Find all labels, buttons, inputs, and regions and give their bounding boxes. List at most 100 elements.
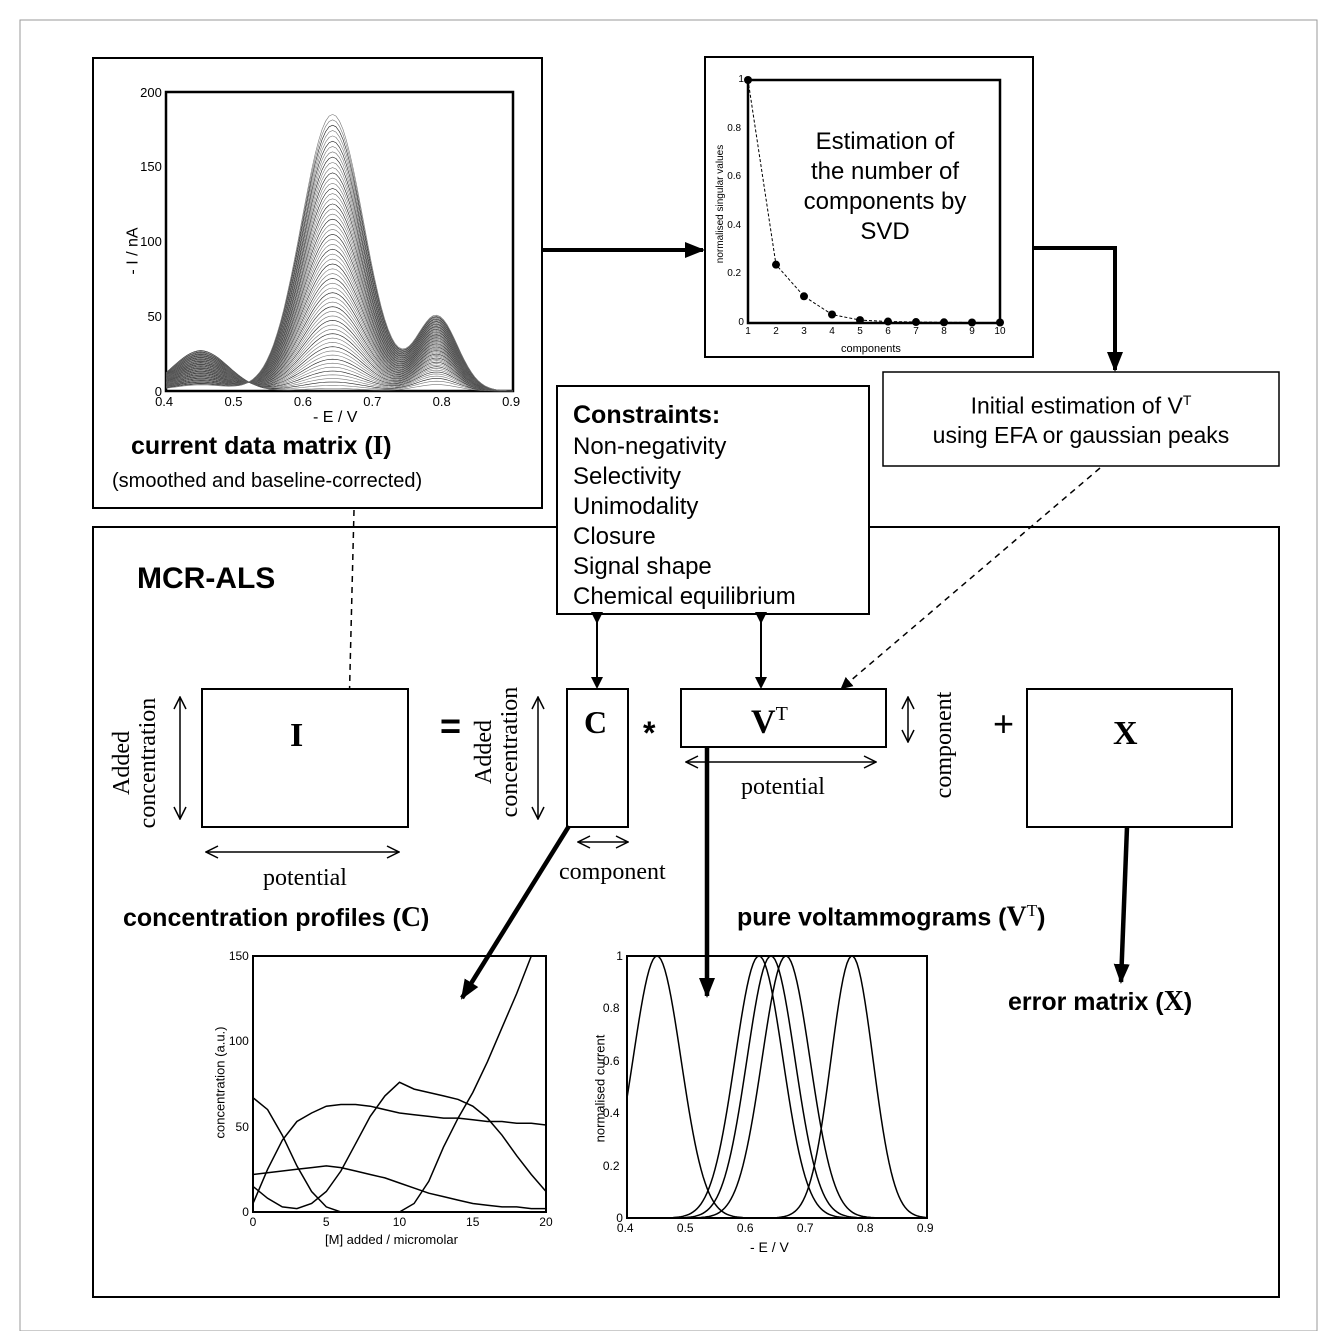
- x-tick-label: 0.4: [616, 1221, 634, 1235]
- current-data-series: [165, 350, 513, 392]
- y-tick-label: 1: [738, 74, 744, 85]
- matrix-C-box: [566, 688, 629, 828]
- y-tick-label: 0.4: [602, 1106, 620, 1121]
- initial-estimation-line2: using EFA or gaussian peaks: [932, 421, 1230, 448]
- current-data-series: [165, 354, 514, 392]
- y-tick-label: 100: [228, 1034, 249, 1049]
- matrix-X-label: X: [1113, 715, 1138, 752]
- current-data-series: [165, 114, 514, 392]
- current-data-xlabel: - E / V: [313, 409, 358, 426]
- current-data-series: [165, 350, 514, 392]
- C-row-label-line2: concentration: [497, 686, 523, 818]
- concentration-series: [252, 1165, 546, 1210]
- current-data-curves: [165, 114, 514, 392]
- initial-estimation-line1: Initial estimation of VT: [885, 386, 1277, 421]
- pure-voltammograms-title: pure voltammograms (VT): [737, 902, 1045, 931]
- constraint-item: Signal shape: [573, 553, 712, 580]
- constraint-item: Non-negativity: [573, 433, 727, 460]
- current-data-series: [165, 353, 513, 392]
- current-data-series: [165, 268, 513, 392]
- current-data-series: [165, 238, 513, 392]
- C-row-label: Added concentration: [471, 667, 523, 837]
- y-tick-label: 0: [154, 383, 162, 399]
- arrow-X-to-error: [1113, 826, 1130, 984]
- matrix-C-label: C: [584, 704, 608, 740]
- matrix-I-box: [201, 688, 409, 828]
- svd-point: [968, 318, 976, 327]
- x-tick-label: 4: [829, 326, 835, 337]
- y-tick-label: 100: [140, 234, 162, 249]
- matrix-VT-label: VT: [751, 704, 788, 739]
- concentration-title-prefix: concentration profiles (: [123, 904, 401, 932]
- current-data-series: [165, 333, 514, 392]
- y-tick-label: 0: [738, 317, 744, 328]
- current-data-panel: [92, 57, 543, 509]
- current-data-series: [165, 355, 514, 392]
- x-tick-label: 9: [969, 326, 975, 337]
- x-tick-label: 7: [913, 326, 919, 337]
- x-tick-label: 1: [745, 326, 751, 337]
- svd-point: [856, 316, 864, 325]
- mcr-als-title: MCR-ALS: [137, 562, 276, 595]
- y-tick-label: 0.4: [727, 219, 742, 231]
- concentration-series: [252, 1103, 547, 1204]
- concentration-profiles-title: concentration profiles (C): [123, 904, 429, 932]
- current-data-series: [165, 218, 513, 392]
- x-tick-label: 0.8: [432, 394, 451, 409]
- I-column-label: potential: [263, 865, 347, 891]
- x-tick-label: 8: [941, 326, 947, 337]
- x-tick-label: 0.4: [155, 394, 174, 409]
- svd-point: [772, 260, 780, 269]
- VT-row-label: component: [931, 691, 957, 799]
- x-tick-label: 3: [801, 326, 807, 337]
- current-data-series: [165, 352, 513, 392]
- current-data-series: [165, 320, 514, 392]
- current-data-series: [165, 350, 513, 392]
- svd-text-line: components by: [803, 188, 967, 215]
- matrix-VT-sup: T: [775, 703, 788, 725]
- current-data-series: [165, 282, 513, 392]
- x-tick-label: 0: [249, 1215, 257, 1229]
- x-tick-label: 0.5: [676, 1221, 694, 1235]
- y-tick-label: 0: [242, 1205, 249, 1219]
- x-tick-label: 5: [322, 1215, 330, 1229]
- voltammograms-title-suffix: ): [1037, 903, 1046, 932]
- x-tick-label: 10: [392, 1215, 407, 1229]
- constraint-item: Closure: [573, 523, 656, 550]
- svd-text-line: the number of: [810, 158, 960, 185]
- svd-point: [912, 318, 920, 327]
- current-data-series: [165, 287, 513, 392]
- voltammograms-title-symbol: V: [1006, 901, 1027, 933]
- plus-sign: +: [993, 703, 1015, 744]
- current-data-title: current data matrix (I): [131, 432, 392, 459]
- current-data-series: [165, 243, 513, 392]
- initial-estimation-line1-prefix: Initial estimation of V: [970, 392, 1183, 419]
- svd-plot-area: [746, 78, 1002, 325]
- matrix-I-label: I: [290, 717, 304, 754]
- current-data-series: [165, 228, 513, 392]
- x-tick-label: 0.8: [856, 1221, 874, 1235]
- x-tick-label: 0.9: [916, 1221, 934, 1235]
- current-data-subtitle: (smoothed and baseline-corrected): [112, 470, 423, 492]
- svd-point: [884, 317, 892, 326]
- voltammograms-ylabel: normalised current: [592, 1034, 608, 1143]
- matrix-VT-box: [680, 688, 887, 748]
- current-data-series: [165, 263, 513, 392]
- error-matrix-title: error matrix (X): [1008, 988, 1192, 1016]
- current-data-series: [165, 354, 513, 392]
- initial-estimation-sup: T: [1182, 392, 1192, 408]
- y-tick-label: 1: [616, 949, 623, 963]
- current-data-series: [165, 301, 514, 392]
- y-tick-label: 0: [616, 1211, 623, 1225]
- y-tick-label: 0.2: [727, 268, 742, 280]
- I-row-label: Added concentration: [109, 678, 161, 848]
- x-tick-label: 2: [773, 326, 779, 337]
- constraint-item: Unimodality: [573, 493, 699, 520]
- concentration-title-symbol: C: [400, 902, 422, 933]
- current-data-series: [165, 342, 514, 392]
- concentration-series: [252, 1097, 342, 1213]
- x-tick-label: 20: [539, 1215, 553, 1229]
- current-data-series: [165, 353, 513, 392]
- y-tick-label: 200: [140, 84, 162, 100]
